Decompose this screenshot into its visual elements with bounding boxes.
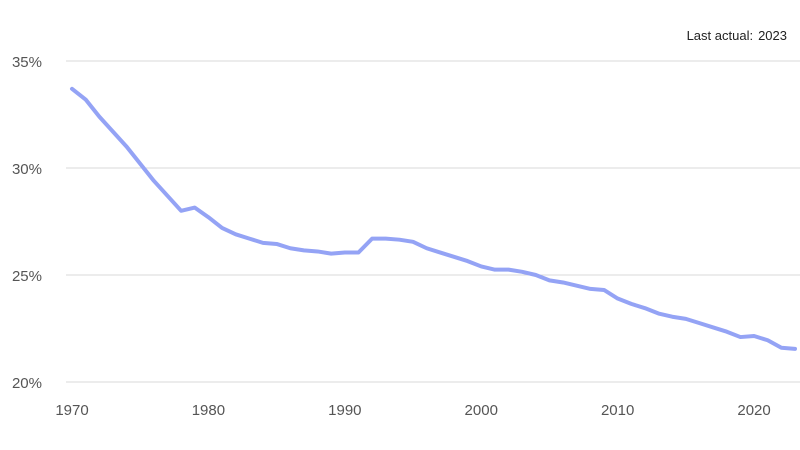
last-actual-label: Last actual: [687,28,754,43]
x-tick-label: 2000 [465,402,498,419]
x-tick-label: 1990 [328,402,361,419]
y-tick-label: 35% [12,54,42,71]
y-tick-label: 30% [12,161,42,178]
last-actual-year: 2023 [758,28,787,43]
last-actual-note: Last actual: 2023 [687,28,787,43]
gridlines [66,60,800,383]
x-tick-label: 1970 [55,402,88,419]
y-tick-label: 25% [12,268,42,285]
x-axis-ticks: 1970 1980 1990 2000 2010 2020 [55,402,770,419]
y-tick-label: 20% [12,375,42,392]
x-tick-label: 2020 [737,402,770,419]
y-axis-ticks: 20% 25% 30% 35% [12,54,42,392]
series-layer [70,86,797,351]
x-tick-label: 2010 [601,402,634,419]
x-tick-label: 1980 [192,402,225,419]
series-line-0 [70,86,797,351]
